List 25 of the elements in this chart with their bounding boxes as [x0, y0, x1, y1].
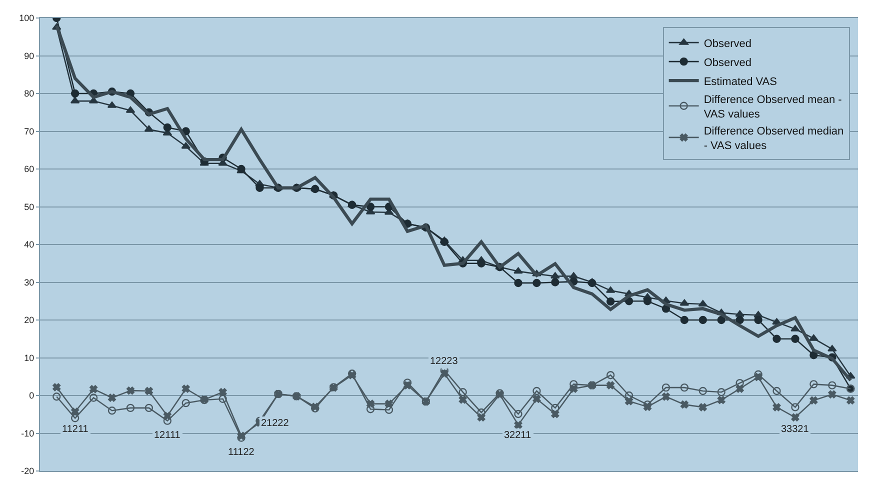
legend-label: Difference Observed mean - VAS values — [704, 94, 842, 120]
annotation: 33321 — [781, 424, 810, 435]
y-tick-label: -10 — [21, 428, 34, 438]
annotation: 21222 — [261, 418, 290, 429]
y-tick-label: 0 — [29, 390, 34, 401]
y-tick-label: 100 — [19, 13, 34, 24]
y-tick-label: -20 — [21, 466, 34, 476]
annotation: 12223 — [430, 356, 458, 367]
legend-label: Estimated VAS — [704, 76, 777, 88]
legend-label: Observed — [704, 38, 752, 50]
y-tick-label: 40 — [24, 240, 34, 250]
y-tick-label: 60 — [24, 164, 34, 174]
annotation: 12111 — [154, 430, 181, 441]
y-tick-label: 90 — [24, 50, 34, 61]
y-tick-label: 20 — [24, 315, 34, 326]
annotation: 32211 — [504, 430, 532, 441]
annotation: 11211 — [62, 424, 89, 435]
y-tick-label: 70 — [24, 126, 34, 136]
y-tick-label: 50 — [24, 202, 34, 212]
y-tick-label: 80 — [24, 88, 34, 99]
legend-label: Observed — [704, 56, 752, 69]
annotation: 11122 — [228, 447, 255, 458]
y-tick-label: 30 — [24, 277, 34, 288]
legend-label: Difference Observed median - VAS values — [704, 126, 844, 152]
y-tick-label: 10 — [24, 352, 34, 363]
